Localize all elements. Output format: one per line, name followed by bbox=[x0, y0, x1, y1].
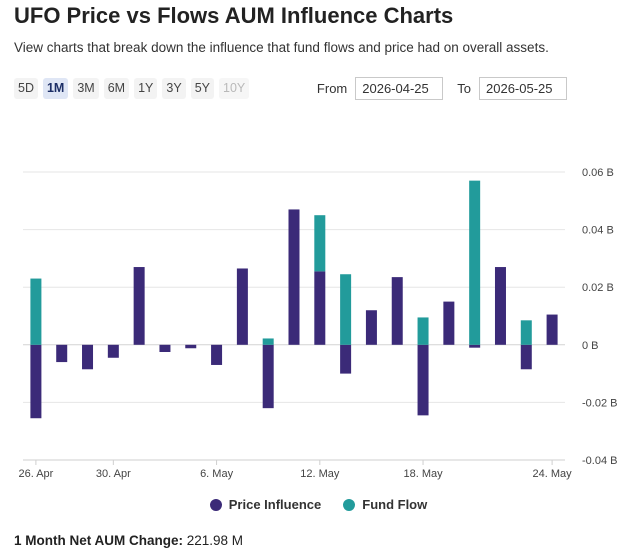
price-influence-bar bbox=[469, 344, 481, 348]
fund-flow-bar bbox=[30, 278, 42, 345]
price-influence-bar bbox=[443, 301, 455, 345]
x-tick-label: 24. May bbox=[533, 468, 573, 480]
y-tick-label: 0 B bbox=[582, 340, 599, 352]
range-button-6m[interactable]: 6M bbox=[103, 78, 130, 99]
price-influence-bar bbox=[340, 344, 352, 374]
legend-flow-dot bbox=[343, 498, 356, 511]
from-label: From bbox=[316, 81, 348, 96]
legend-fund-flow[interactable]: Fund Flow bbox=[343, 497, 427, 512]
price-influence-bar bbox=[133, 267, 145, 345]
fund-flow-bar bbox=[340, 274, 352, 345]
y-tick-label: 0.06 B bbox=[582, 167, 614, 179]
legend-price-label: Price Influence bbox=[228, 497, 322, 512]
range-button-3m[interactable]: 3M bbox=[73, 78, 99, 99]
fund-flow-bar bbox=[469, 180, 481, 345]
aum-influence-chart: 0.06 B 0.04 B 0.02 B 0 B -0.02 B -0.04 B 26. A… bbox=[18, 167, 617, 480]
y-tick-label: -0.02 B bbox=[582, 397, 617, 409]
y-tick-label: -0.04 B bbox=[582, 455, 617, 467]
x-tick-label: 30. Apr bbox=[96, 468, 131, 480]
price-influence-bar bbox=[107, 344, 119, 358]
page-subtitle: View charts that break down the influenc… bbox=[14, 40, 549, 55]
x-tick-label: 6. May bbox=[200, 468, 234, 480]
price-influence-bar bbox=[520, 344, 532, 370]
legend-price-dot bbox=[209, 498, 222, 511]
range-button-5y[interactable]: 5Y bbox=[190, 78, 214, 99]
price-influence-bar bbox=[417, 344, 429, 416]
x-tick-label: 18. May bbox=[403, 468, 443, 480]
range-button-1m[interactable]: 1M bbox=[42, 78, 69, 99]
page-title: UFO Price vs Flows AUM Influence Charts bbox=[14, 3, 454, 28]
to-date-input[interactable]: 2026-05-25 bbox=[479, 77, 567, 100]
price-influence-bar bbox=[494, 267, 506, 345]
price-influence-bar bbox=[56, 344, 68, 363]
price-influence-bar bbox=[185, 344, 197, 349]
fund-flow-bar bbox=[262, 338, 274, 345]
price-influence-bar bbox=[30, 344, 42, 419]
range-button-3y[interactable]: 3Y bbox=[162, 78, 186, 99]
legend-price-influence[interactable]: Price Influence bbox=[209, 497, 322, 512]
x-tick-label: 26. Apr bbox=[18, 468, 53, 480]
price-influence-bar bbox=[391, 277, 403, 345]
range-button-5d[interactable]: 5D bbox=[14, 78, 38, 99]
price-influence-bar bbox=[314, 271, 326, 345]
price-influence-bar bbox=[82, 344, 94, 370]
price-influence-bar bbox=[262, 344, 274, 409]
fund-flow-bar bbox=[520, 320, 532, 345]
date-range: From 2026-04-25 To 2026-05-25 bbox=[317, 77, 567, 100]
range-button-1y[interactable]: 1Y bbox=[134, 78, 158, 99]
net-aum-change: 1 Month Net AUM Change: 221.98 M bbox=[14, 533, 243, 548]
range-button-10y: 10Y bbox=[219, 78, 250, 99]
price-influence-bar bbox=[546, 314, 558, 345]
from-date-input[interactable]: 2026-04-25 bbox=[355, 77, 444, 100]
fund-flow-bar bbox=[314, 215, 326, 272]
price-influence-bar bbox=[288, 209, 300, 345]
legend-flow-label: Fund Flow bbox=[362, 497, 428, 512]
net-aum-label: 1 Month Net AUM Change: bbox=[14, 533, 183, 548]
net-aum-value: 221.98 M bbox=[186, 533, 244, 548]
fund-flow-bar bbox=[417, 317, 429, 345]
x-tick-label: 12. May bbox=[300, 468, 340, 480]
to-label: To bbox=[457, 81, 471, 96]
y-tick-label: 0.02 B bbox=[582, 282, 614, 294]
chart-legend: Price Influence Fund Flow bbox=[0, 497, 637, 512]
price-influence-bar bbox=[159, 344, 171, 352]
price-influence-bar bbox=[236, 268, 248, 345]
price-influence-bar bbox=[211, 344, 223, 365]
y-tick-label: 0.04 B bbox=[582, 225, 614, 237]
price-influence-bar bbox=[365, 310, 377, 345]
range-selector: 5D 1M 3M 6M 1Y 3Y 5Y 10Y bbox=[14, 78, 250, 99]
